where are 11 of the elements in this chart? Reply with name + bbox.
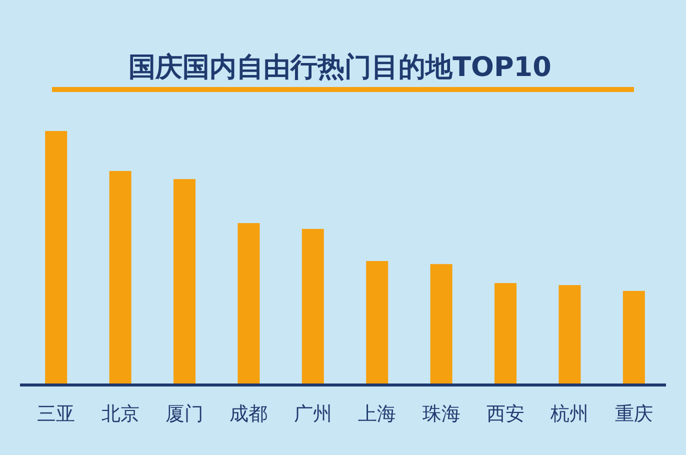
x-tick-label: 西安 <box>486 403 524 425</box>
x-tick-label: 上海 <box>358 403 396 425</box>
x-tick-label: 杭州 <box>550 403 589 425</box>
x-tick-label: 北京 <box>101 403 140 425</box>
x-tick-label: 三亚 <box>37 403 76 425</box>
x-tick-label: 珠海 <box>422 403 460 425</box>
chart-title: 国庆国内自由行热门目的地TOP10 <box>128 52 552 83</box>
x-tick-label: 重庆 <box>614 403 653 425</box>
x-tick-label: 广州 <box>294 403 332 425</box>
x-tick-label: 厦门 <box>166 403 204 425</box>
x-tick-label: 成都 <box>230 403 268 425</box>
